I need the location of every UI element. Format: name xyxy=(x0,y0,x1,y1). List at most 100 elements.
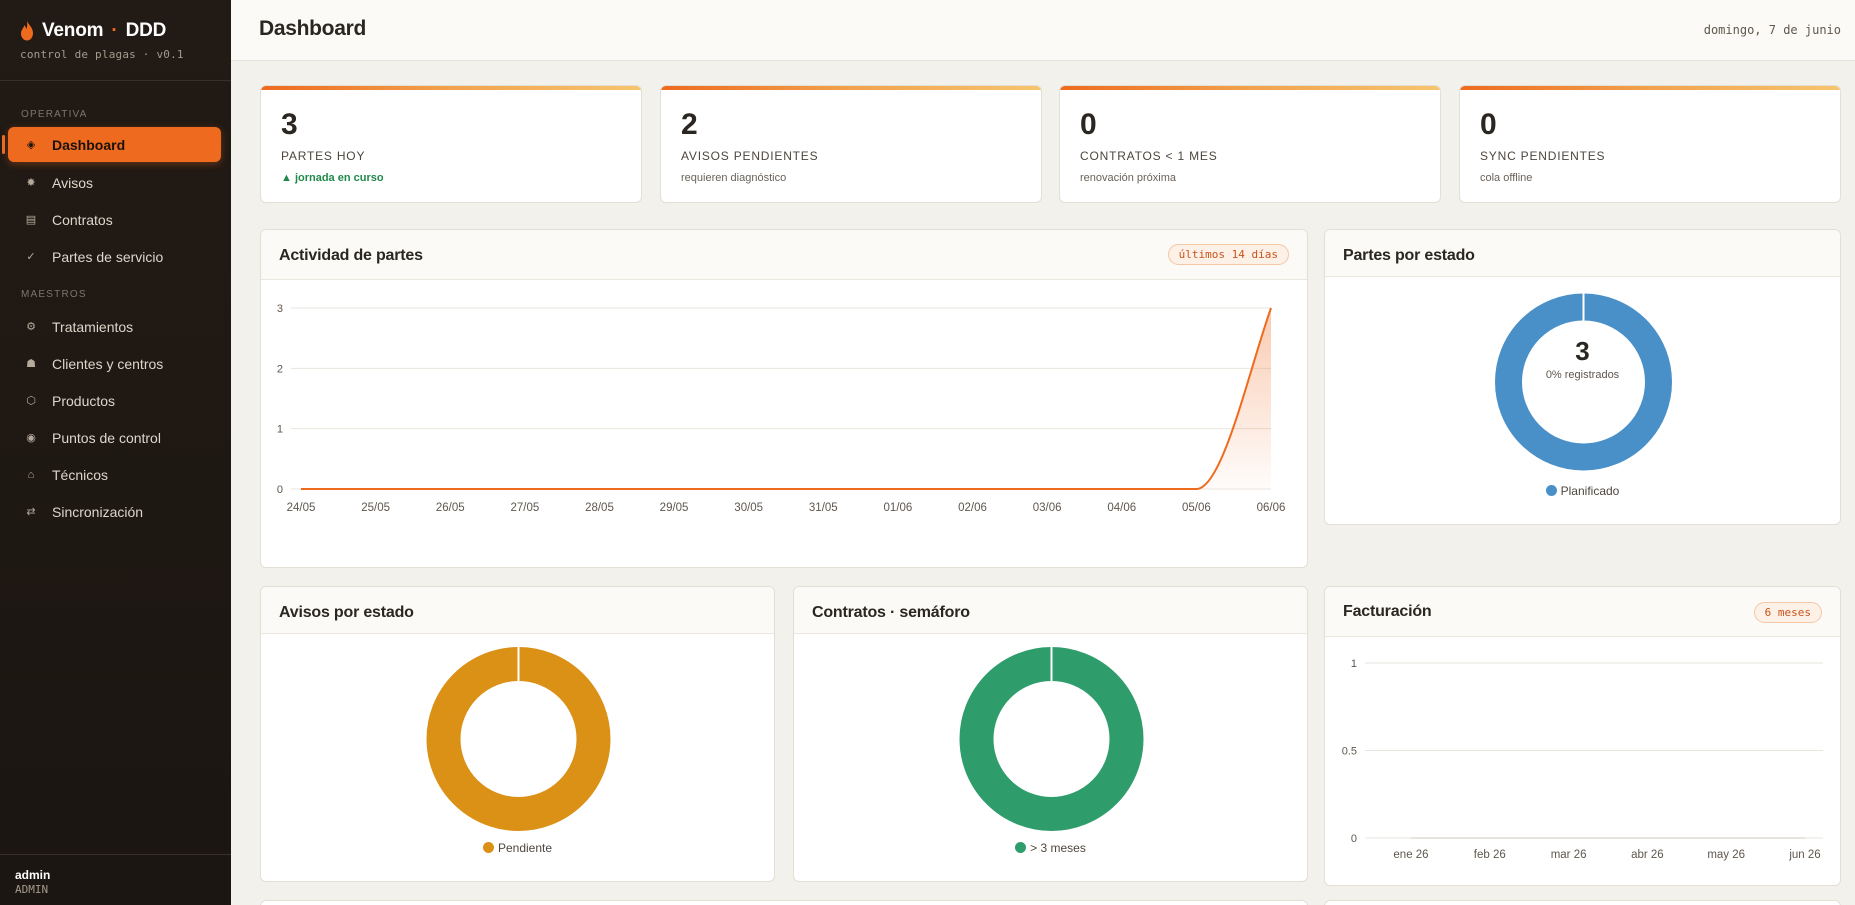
facturacion-chart: 0 0.5 1 ene 26 feb 26 mar 26 abr 26 may 26 jun 2… xyxy=(1342,658,1823,861)
sidebar-item-label: Dashboard xyxy=(52,136,126,153)
sidebar-item-tecnicos[interactable]: ⌂ Técnicos xyxy=(8,457,221,492)
x-tick-label: 06/06 xyxy=(1257,502,1286,514)
y-tick-label: 3 xyxy=(277,303,283,315)
stat-sub: ▲ jornada en curso xyxy=(281,172,384,184)
sidebar-item-partes-de-servicio[interactable]: ✓ Partes de servicio xyxy=(8,239,221,274)
stat-value: 0 xyxy=(1080,108,1097,141)
brand[interactable]: Venom · DDD control de plagas · v0.1 xyxy=(20,20,184,61)
stat-sub: renovación próxima xyxy=(1080,172,1176,184)
y-tick-label: 0 xyxy=(1351,833,1357,845)
sidebar-item-clientes-y-centros[interactable]: ☗ Clientes y centros xyxy=(8,346,221,381)
sidebar-item-productos[interactable]: ⬡ Productos xyxy=(8,383,221,418)
panel-header: Partes por estado xyxy=(1325,230,1840,277)
donut-center: 3 0% registrados xyxy=(1325,336,1840,381)
legend-label: > 3 meses xyxy=(1030,841,1086,855)
pie-slice xyxy=(959,647,1144,831)
target-icon: ◉ xyxy=(26,432,36,444)
x-tick-label: 04/06 xyxy=(1107,502,1136,514)
y-tick-label: 2 xyxy=(277,363,283,375)
stat-card-contratos[interactable]: 0 CONTRATOS < 1 MES renovación próxima xyxy=(1059,85,1441,203)
sidebar-item-label: Técnicos xyxy=(52,466,109,483)
activity-panel: Actividad de partes últimos 14 días 0 1 2 3… xyxy=(260,229,1308,568)
user-info[interactable]: admin ADMIN xyxy=(15,868,50,896)
stat-sub: requieren diagnóstico xyxy=(681,172,787,184)
sidebar-item-tratamientos[interactable]: ⚙ Tratamientos xyxy=(8,309,221,344)
stat-label: SYNC PENDIENTES xyxy=(1480,149,1606,163)
chart-legend: Pendiente xyxy=(261,841,774,855)
sidebar-item-contratos[interactable]: ▤ Contratos xyxy=(8,202,221,237)
stat-card-sync-pendientes[interactable]: 0 SYNC PENDIENTES cola offline xyxy=(1459,85,1841,203)
x-tick-label: 26/05 xyxy=(436,502,465,514)
x-tick-label: 24/05 xyxy=(287,502,316,514)
panel-title: Contratos · semáforo xyxy=(812,604,970,621)
legend-swatch xyxy=(482,842,494,853)
range-badge[interactable]: últimos 14 días xyxy=(1167,244,1289,265)
hexagon-icon: ⬡ xyxy=(26,395,36,407)
sidebar-item-label: Sincronización xyxy=(52,503,144,520)
panel-title: Avisos por estado xyxy=(279,604,414,621)
sync-icon: ⇄ xyxy=(26,506,36,518)
sidebar-divider xyxy=(0,80,231,81)
pie-slice xyxy=(426,647,611,831)
panel-header: Facturación 6 meses xyxy=(1325,587,1840,637)
sidebar-item-sincronizacion[interactable]: ⇄ Sincronización xyxy=(8,494,221,529)
legend-label: Planificado xyxy=(1560,484,1620,498)
gear-icon: ⚙ xyxy=(26,321,36,333)
stat-value: 2 xyxy=(681,108,698,141)
y-tick-label: 1 xyxy=(1351,658,1357,670)
partes-estado-panel: Partes por estado 3 0% registrados Plani… xyxy=(1324,229,1841,525)
x-tick-label: 05/06 xyxy=(1182,502,1211,514)
range-badge[interactable]: 6 meses xyxy=(1753,602,1822,623)
activity-chart: 0 1 2 3 24/05 25/05 26/05 27/05 28/05 29/05 30/05 3… xyxy=(277,303,1286,514)
panel-title: Actividad de partes xyxy=(279,247,423,264)
panel-header: Contratos · semáforo xyxy=(794,587,1307,634)
x-tick-label: feb 26 xyxy=(1474,849,1506,861)
sidebar-item-label: Productos xyxy=(52,392,116,409)
flame-icon xyxy=(21,21,33,41)
x-tick-label: 02/06 xyxy=(958,502,987,514)
y-tick-label: 1 xyxy=(277,424,283,436)
avisos-donut-chart xyxy=(426,647,611,831)
panel-title: Partes por estado xyxy=(1343,247,1475,264)
sidebar-footer-divider xyxy=(0,854,231,855)
user-name: admin xyxy=(15,868,51,882)
donut-center-label: 0% registrados xyxy=(1545,369,1620,381)
x-tick-label: 28/05 xyxy=(585,502,614,514)
sidebar-item-puntos-de-control[interactable]: ◉ Puntos de control xyxy=(8,420,221,455)
x-tick-label: may 26 xyxy=(1707,849,1745,861)
panel-header: Avisos por estado xyxy=(261,587,774,634)
stat-card-partes-hoy[interactable]: 3 PARTES HOY ▲ jornada en curso xyxy=(260,85,642,203)
user-role: ADMIN xyxy=(15,883,49,896)
stat-label: AVISOS PENDIENTES xyxy=(681,149,819,163)
home-icon: ⌂ xyxy=(27,468,35,481)
legend-label: Pendiente xyxy=(497,841,553,855)
stat-value: 3 xyxy=(281,108,298,141)
y-tick-label: 0 xyxy=(277,484,283,496)
brand-name: Venom xyxy=(42,20,104,41)
building-icon: ☗ xyxy=(26,358,36,370)
y-tick-label: 0.5 xyxy=(1342,746,1357,758)
current-date: domingo, 7 de junio xyxy=(1703,23,1841,37)
avisos-icon: ✸ xyxy=(26,177,36,189)
avisos-estado-panel: Avisos por estado Pendiente xyxy=(260,586,775,882)
sidebar-item-label: Contratos xyxy=(52,211,113,228)
page-title: Dashboard xyxy=(259,17,366,40)
stat-label: CONTRATOS < 1 MES xyxy=(1080,149,1218,163)
chart-legend: > 3 meses xyxy=(794,841,1307,855)
section-label-maestros: MAESTROS xyxy=(21,289,87,300)
partes-donut-chart xyxy=(1495,293,1672,471)
sidebar-item-label: Clientes y centros xyxy=(52,355,164,372)
panel-title: Facturación xyxy=(1343,603,1432,620)
sidebar-item-dashboard[interactable]: ◈ Dashboard xyxy=(2,127,221,162)
sidebar-item-label: Tratamientos xyxy=(52,318,134,335)
x-tick-label: 30/05 xyxy=(734,502,763,514)
sidebar-item-avisos[interactable]: ✸ Avisos xyxy=(8,165,221,200)
sidebar-item-label: Avisos xyxy=(52,174,93,191)
sidebar-item-label: Puntos de control xyxy=(52,429,161,446)
pie-slice xyxy=(1495,293,1672,471)
section-label-operativa: OPERATIVA xyxy=(21,109,88,120)
stat-card-avisos-pendientes[interactable]: 2 AVISOS PENDIENTES requieren diagnóstic… xyxy=(660,85,1042,203)
brand-subtitle: control de plagas · v0.1 xyxy=(20,48,184,61)
legend-swatch xyxy=(1545,485,1557,496)
contratos-icon: ▤ xyxy=(25,214,37,226)
